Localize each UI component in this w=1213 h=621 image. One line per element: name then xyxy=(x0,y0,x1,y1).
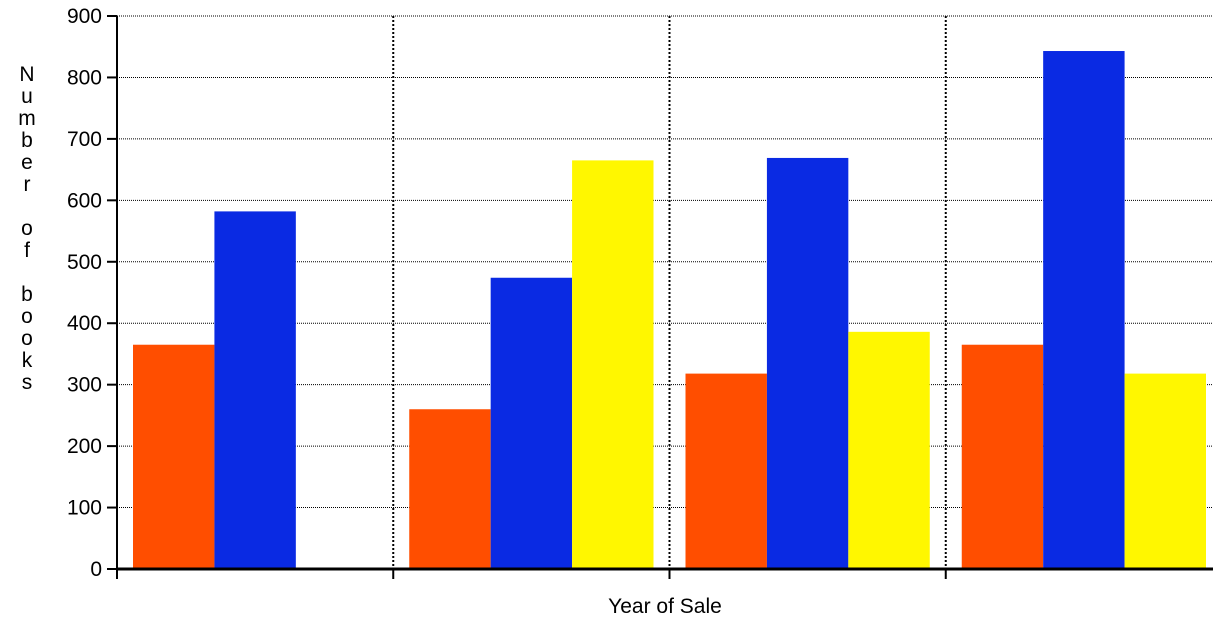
y-tick-label-0: 0 xyxy=(90,558,102,581)
x-axis-title: Year of Sale xyxy=(608,595,722,618)
bar-s2-c2 xyxy=(848,331,930,569)
y-tick-label-4: 400 xyxy=(67,312,102,335)
bar-s0-c1 xyxy=(409,409,491,569)
y-tick-label-8: 800 xyxy=(67,66,102,89)
y-tick-label-6: 600 xyxy=(67,189,102,212)
bar-s2-c3 xyxy=(1124,373,1206,569)
bar-s1-c2 xyxy=(766,157,849,570)
y-tick-label-7: 700 xyxy=(67,128,102,151)
y-tick-label-1: 100 xyxy=(67,497,102,520)
y-tick-label-2: 200 xyxy=(67,435,102,458)
bar-s2-c1 xyxy=(572,160,654,569)
y-tick-label-5: 500 xyxy=(67,251,102,274)
bar-s1-c3 xyxy=(1043,51,1125,570)
y-tick-label-9: 900 xyxy=(67,5,102,28)
bar-s0-c3 xyxy=(961,344,1044,569)
bar-s1-c1 xyxy=(490,277,573,569)
y-tick-label-3: 300 xyxy=(67,374,102,397)
bar-s1-c0 xyxy=(214,211,296,570)
bar-s0-c0 xyxy=(133,344,215,569)
bar-s0-c2 xyxy=(685,373,767,569)
